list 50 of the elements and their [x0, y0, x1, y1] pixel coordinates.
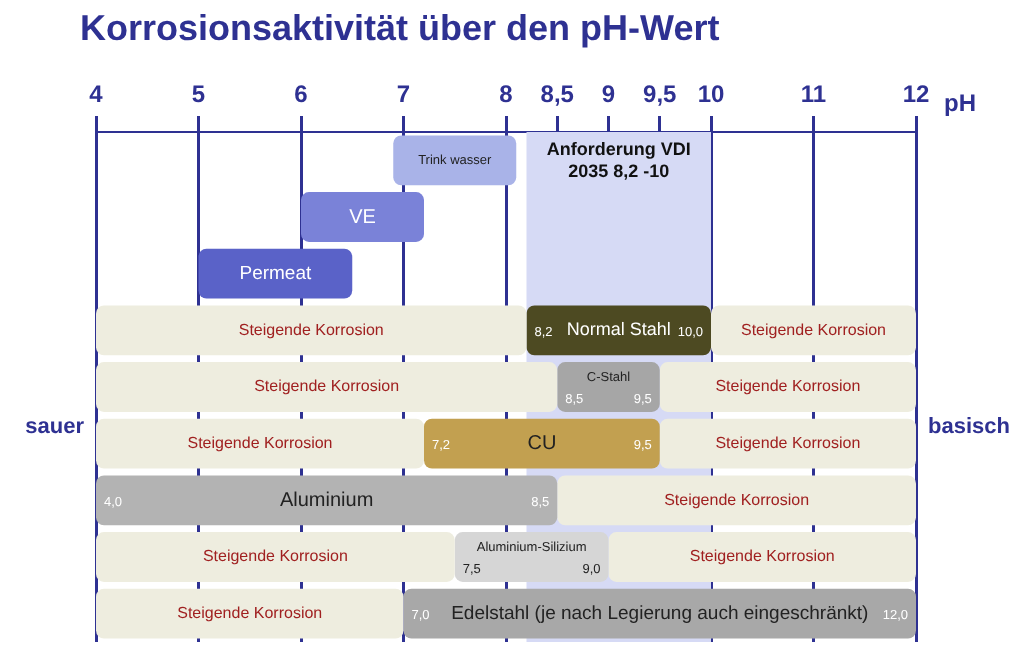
x-tick-label: 9: [601, 80, 616, 109]
bar: [557, 362, 660, 412]
bar: [424, 418, 660, 469]
bar: [96, 362, 558, 412]
text: sauer: [25, 415, 86, 440]
text: Steigende Korrosion: [177, 604, 323, 623]
text: Steigende Korrosion: [715, 377, 861, 396]
y-tick-label: CU: [527, 433, 557, 456]
bar: [659, 362, 916, 412]
x-tick-label: 6: [294, 80, 309, 109]
text: Steigende Korrosion: [187, 434, 333, 453]
bar: [96, 305, 527, 356]
x-axis-title: pH: [944, 88, 976, 117]
bar: [96, 532, 455, 582]
text: Steigende Korrosion: [238, 320, 384, 339]
x-tick-label: 11: [800, 80, 827, 109]
bar: [711, 305, 916, 356]
text: Steigende Korrosion: [741, 320, 886, 339]
series-label: Steigende Korrosion: [202, 547, 348, 566]
y-tick-label: VE: [349, 206, 377, 229]
x-tick-label: 7: [396, 80, 411, 109]
x-tick-label: 10: [697, 80, 725, 109]
bar: [198, 248, 353, 299]
bar: [526, 305, 711, 356]
bar: [301, 192, 424, 242]
x-tick-label: 8,5: [540, 80, 575, 109]
x-tick-label: 5: [191, 80, 206, 109]
x-tick-label: 9,5: [643, 80, 678, 109]
text: Steigende Korrosion: [254, 377, 400, 396]
bar: [659, 418, 916, 469]
x-tick-label: 8: [499, 80, 514, 109]
x-tick-label: 12: [902, 80, 930, 109]
chart-title: Korrosionsaktivität über den pH-Wert: [80, 7, 720, 48]
y-tick-label: Edelstahl (je nach Legierung auch eingeschränkt): [451, 602, 869, 625]
y-tick-label: Normal Stahl: [566, 319, 671, 340]
bar: [96, 418, 424, 469]
bar: [393, 135, 517, 186]
band-label: Anforderung VDI 2035 8,2 -10: [546, 138, 691, 181]
y-tick-label: Permeat: [239, 262, 312, 285]
bar: [557, 475, 916, 526]
y-tick-label: Aluminium: [279, 489, 374, 512]
bar: [96, 475, 558, 526]
bar: [96, 588, 404, 639]
series-label: Steigende Korrosion: [689, 547, 835, 566]
bar: [608, 532, 916, 582]
text: Steigende Korrosion: [715, 434, 861, 453]
x-tick-label: 4: [89, 80, 104, 109]
text: Steigende Korrosion: [664, 490, 810, 509]
bar: [454, 532, 609, 582]
text: basisch: [928, 415, 1011, 440]
